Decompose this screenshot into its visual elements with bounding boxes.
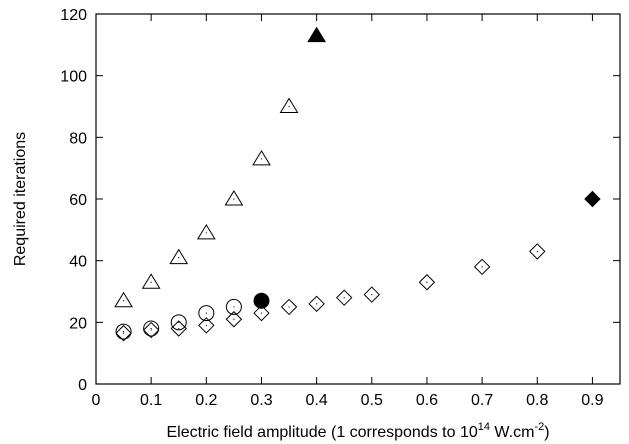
point-center-dot [122, 332, 125, 334]
point-center-dot [371, 293, 373, 296]
circle-open-point [225, 298, 242, 315]
diamond-open-point [280, 298, 298, 316]
y-tick-label: 60 [69, 192, 87, 209]
x-tick-label: 0.5 [361, 392, 383, 409]
circle-filled-point [253, 292, 270, 309]
triangle-open-point [169, 248, 189, 265]
diamond-open-point [336, 289, 353, 306]
point-center-dot [178, 321, 180, 323]
x-tick-label: 0 [92, 392, 101, 409]
y-tick-label: 40 [69, 254, 87, 271]
point-center-dot [205, 232, 207, 234]
y-tick-label: 0 [78, 377, 87, 394]
diamond-open-point [418, 274, 436, 291]
diamond-open-point [142, 321, 160, 339]
triangle-open-point [196, 223, 216, 240]
diamond-open-point [473, 258, 491, 276]
x-tick-label: 0.9 [581, 392, 603, 409]
x-tick-label: 0.2 [195, 392, 217, 409]
point-center-dot [122, 330, 125, 333]
y-tick-label: 100 [60, 69, 87, 86]
point-center-dot [260, 158, 263, 160]
triangle-open-point [279, 97, 299, 113]
point-center-dot [233, 198, 235, 200]
circle-open-point [143, 320, 160, 337]
point-center-dot [205, 312, 207, 314]
point-center-dot [343, 297, 345, 299]
point-center-dot [150, 281, 152, 283]
triangle-filled-point [307, 26, 327, 43]
diamond-open-point [225, 311, 243, 328]
y-tick-label: 120 [60, 7, 87, 24]
point-center-dot [260, 312, 263, 314]
diamond-open-point [308, 295, 325, 313]
circle-open-point [198, 305, 215, 322]
circle-open-point [115, 323, 132, 340]
diamond-open-point [253, 304, 270, 322]
triangle-open-point [141, 273, 161, 289]
point-center-dot [150, 329, 152, 331]
point-center-dot [233, 306, 235, 308]
point-center-dot [288, 306, 290, 308]
circle-open-point [170, 314, 187, 331]
y-tick-label: 80 [69, 130, 87, 147]
diamond-open-point [170, 320, 187, 337]
x-tick-label: 0.7 [471, 392, 493, 409]
point-center-dot [536, 250, 538, 253]
x-axis: 0 0.1 0.2 0.3 0.4 0.5 0.6 0.7 0.8 0.9 [92, 14, 604, 409]
x-tick-label: 0.1 [140, 392, 162, 409]
diamond-open-point [363, 286, 380, 303]
triangle-open-point [224, 190, 244, 206]
y-axis-label: Required iterations [12, 132, 29, 266]
point-center-dot [481, 266, 483, 268]
x-tick-label: 0.8 [526, 392, 548, 409]
point-center-dot [150, 327, 152, 330]
y-axis: 0 20 40 60 80 100 120 [60, 7, 620, 394]
point-center-dot [178, 256, 180, 259]
point-center-dot [316, 303, 318, 305]
point-center-dot [288, 105, 290, 108]
x-tick-label: 0.4 [306, 392, 328, 409]
diamond-open-point [115, 324, 132, 342]
x-axis-label: Electric field amplitude (1 corresponds … [166, 421, 549, 441]
diamond-open-point [198, 317, 215, 334]
triangle-open-point [114, 291, 133, 308]
y-tick-label: 20 [69, 315, 87, 332]
x-tick-label: 0.3 [250, 392, 272, 409]
data-points [114, 26, 601, 342]
point-center-dot [233, 318, 235, 320]
point-center-dot [426, 281, 428, 283]
x-tick-label: 0.6 [416, 392, 438, 409]
diamond-filled-point [584, 190, 601, 208]
point-center-dot [122, 300, 125, 302]
triangle-open-point [252, 149, 271, 166]
point-center-dot [205, 324, 207, 327]
diamond-open-point [529, 243, 546, 260]
point-center-dot [178, 327, 180, 330]
